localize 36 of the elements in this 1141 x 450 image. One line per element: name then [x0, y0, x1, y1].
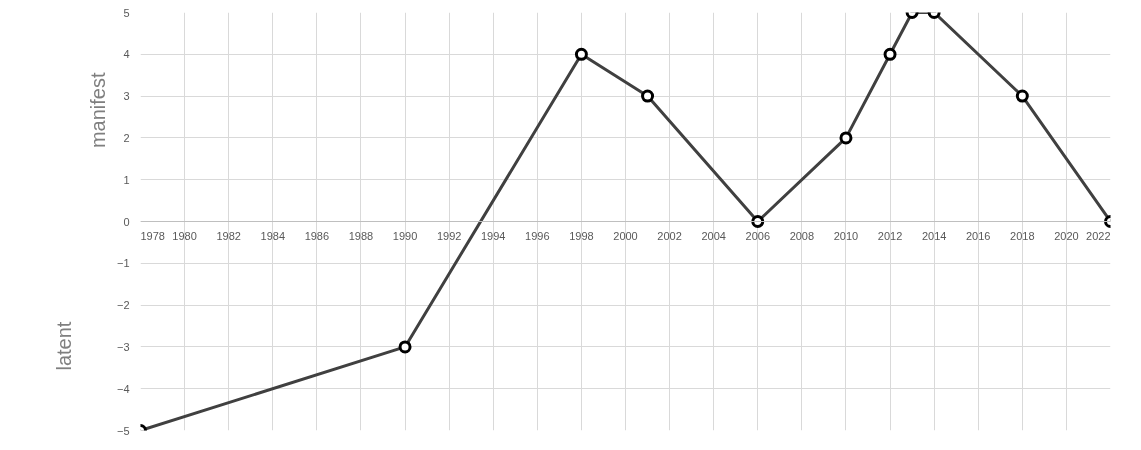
y-tick-label: −5 [116, 424, 130, 437]
x-tick-label: 1992 [436, 229, 462, 242]
y-tick-label: 3 [123, 90, 130, 103]
x-tick-label: 2000 [613, 229, 638, 242]
y-tick-label: −4 [116, 382, 130, 395]
y-tick-label: −1 [116, 257, 130, 270]
x-tick-label: 2010 [833, 229, 859, 242]
x-tick-label: 1980 [172, 229, 197, 242]
x-tick-label: 1982 [216, 229, 241, 242]
y-tick-label: 1 [123, 173, 130, 186]
y-tick-label: 2 [123, 131, 130, 144]
text: latent [52, 321, 75, 371]
y-tick-label: 0 [123, 215, 130, 228]
y-tick-label: −2 [116, 299, 130, 312]
x-tick-label: 2002 [657, 229, 682, 242]
x-tick-label: 2004 [701, 229, 726, 242]
x-tick-label: 1988 [348, 229, 374, 242]
x-tick-label: 1986 [304, 229, 330, 242]
x-tick-label: 2012 [877, 229, 903, 242]
x-tick-label: 1978 [140, 229, 165, 242]
text: manifest [86, 72, 109, 149]
x-tick-label: 1990 [392, 229, 418, 242]
y-tick-label: 4 [123, 48, 130, 61]
y-tick-label: 5 [123, 6, 130, 19]
x-tick-label: 1984 [260, 229, 286, 242]
x-tick-label: 2018 [1010, 229, 1035, 242]
y-tick-label: −3 [116, 340, 130, 353]
x-tick-label: 2016 [965, 229, 991, 242]
x-tick-label: 1996 [525, 229, 550, 242]
x-tick-label: 2022 [1086, 229, 1111, 242]
x-tick-label: 2006 [745, 229, 771, 242]
x-tick-label: 1998 [569, 229, 594, 242]
x-tick-label: 2014 [921, 229, 947, 242]
x-tick-label: 2008 [789, 229, 815, 242]
x-tick-label: 1994 [480, 229, 506, 242]
x-tick-label: 2020 [1054, 229, 1079, 242]
